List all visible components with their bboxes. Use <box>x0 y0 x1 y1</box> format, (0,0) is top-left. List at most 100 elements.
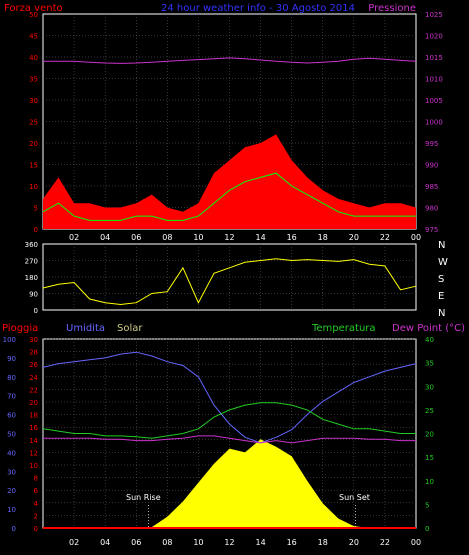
rain-tick-label: 26 <box>29 361 38 369</box>
pressure-tick-label: 985 <box>425 183 438 191</box>
humidity-tick-label: 0 <box>12 525 16 533</box>
humidity-tick-label: 20 <box>7 487 16 495</box>
x-tick-label-bottom: 08 <box>162 538 172 547</box>
solar-area <box>43 439 416 528</box>
humidity-temp-plot <box>42 351 417 529</box>
pressure-tick-label: 975 <box>425 226 438 234</box>
chart-title: 24 hour weather info - 30 Agosto 2014 <box>161 3 355 14</box>
pressure-tick-label: 995 <box>425 140 438 148</box>
direction-tick-label: 90 <box>29 291 38 299</box>
temperature-tick-label: 20 <box>425 431 434 439</box>
wind-tick-label: 35 <box>29 76 38 84</box>
x-tick-label-top: 12 <box>224 233 234 242</box>
rain-label: Pioggia <box>2 323 38 334</box>
x-tick-label-bottom: 20 <box>349 538 359 547</box>
rain-tick-label: 20 <box>29 399 38 407</box>
direction-tick-label: 270 <box>25 258 38 266</box>
solar-label: Solar <box>117 323 143 334</box>
pressure-tick-label: 990 <box>425 162 438 170</box>
x-tick-label-top: 08 <box>162 233 172 242</box>
temperature-tick-label: 35 <box>425 360 434 368</box>
rain-tick-label: 18 <box>29 412 38 420</box>
rain-tick-label: 4 <box>34 500 39 508</box>
tick-labels: 0202040406060808101012121414161618182020… <box>3 11 448 547</box>
wind-tick-label: 40 <box>29 54 38 62</box>
temperature-tick-label: 0 <box>425 525 429 533</box>
rain-tick-label: 22 <box>29 386 38 394</box>
pressure-tick-label: 1015 <box>425 54 443 62</box>
humidity-tick-label: 40 <box>7 449 16 457</box>
temperature-tick-label: 30 <box>425 383 434 391</box>
temperature-tick-label: 40 <box>425 336 434 344</box>
humidity-tick-label: 50 <box>7 431 16 439</box>
humidity-line <box>42 351 417 444</box>
rain-tick-label: 12 <box>29 449 38 457</box>
humidity-tick-label: 10 <box>7 506 16 514</box>
humidity-tick-label: 90 <box>7 355 16 363</box>
wind-axis-title: Forza vento <box>4 3 63 14</box>
compass-label: S <box>438 274 444 285</box>
temperature-tick-label: 10 <box>425 478 434 486</box>
rain-tick-label: 28 <box>29 349 38 357</box>
direction-tick-label: 180 <box>25 274 38 282</box>
sunset-annotation: Sun Set <box>339 493 370 502</box>
pressure-tick-label: 1010 <box>425 76 443 84</box>
humidity-tick-label: 80 <box>7 374 16 382</box>
rain-tick-label: 0 <box>34 525 38 533</box>
dew-point-line <box>43 435 416 444</box>
wind-tick-label: 20 <box>29 140 38 148</box>
wind-tick-label: 10 <box>29 183 38 191</box>
x-tick-label-top: 16 <box>287 233 297 242</box>
temperature-label: Temperatura <box>311 323 376 334</box>
x-tick-label-bottom: 10 <box>193 538 203 547</box>
x-tick-label-top: 02 <box>69 233 79 242</box>
humidity-tick-label: 70 <box>7 393 16 401</box>
wind-tick-label: 45 <box>29 33 38 41</box>
wind-pressure-plot <box>42 57 417 229</box>
x-tick-label-bottom: 18 <box>318 538 328 547</box>
wind-gust-area <box>43 134 416 229</box>
compass-label: W <box>438 257 448 268</box>
temperature-tick-label: 25 <box>425 407 434 415</box>
x-tick-label-top: 06 <box>131 233 141 242</box>
humidity-tick-label: 30 <box>7 468 16 476</box>
humidity-tick-label: 100 <box>3 336 16 344</box>
x-tick-label-bottom: 06 <box>131 538 141 547</box>
x-tick-label-top: 20 <box>349 233 359 242</box>
rain-tick-label: 24 <box>29 374 38 382</box>
x-tick-label-bottom: 14 <box>255 538 265 547</box>
x-tick-label-top: 18 <box>318 233 328 242</box>
x-tick-label-top: 04 <box>100 233 110 242</box>
wind-tick-label: 0 <box>34 226 38 234</box>
humidity-tick-label: 60 <box>7 412 16 420</box>
rain-tick-label: 30 <box>29 336 38 344</box>
compass-label: N <box>438 308 445 319</box>
wind-direction-plot <box>42 258 417 306</box>
rain-tick-label: 6 <box>34 487 39 495</box>
pressure-tick-label: 980 <box>425 205 438 213</box>
x-tick-label-top: 00 <box>411 233 421 242</box>
wind-tick-label: 5 <box>34 205 38 213</box>
wind-tick-label: 30 <box>29 97 38 105</box>
humidity-label: Umidita <box>66 323 105 334</box>
x-tick-label-bottom: 00 <box>411 538 421 547</box>
x-tick-label-top: 22 <box>380 233 390 242</box>
x-tick-label-top: 10 <box>193 233 203 242</box>
wind-tick-label: 50 <box>29 11 38 19</box>
wind-average-line <box>42 172 416 221</box>
pressure-line <box>43 57 417 64</box>
x-tick-label-bottom: 12 <box>224 538 234 547</box>
dew-point-label: Dew Point (°C) <box>392 323 465 334</box>
rain-tick-label: 16 <box>29 424 38 432</box>
pressure-tick-label: 1005 <box>425 97 443 105</box>
x-tick-label-bottom: 04 <box>100 538 110 547</box>
direction-tick-label: 0 <box>34 307 38 315</box>
wind-tick-label: 15 <box>29 162 38 170</box>
compass-label: N <box>438 240 445 251</box>
compass-label: E <box>438 291 444 302</box>
pressure-tick-label: 1020 <box>425 33 443 41</box>
temperature-line <box>42 402 416 439</box>
x-tick-label-bottom: 16 <box>287 538 297 547</box>
x-tick-label-top: 14 <box>255 233 265 242</box>
